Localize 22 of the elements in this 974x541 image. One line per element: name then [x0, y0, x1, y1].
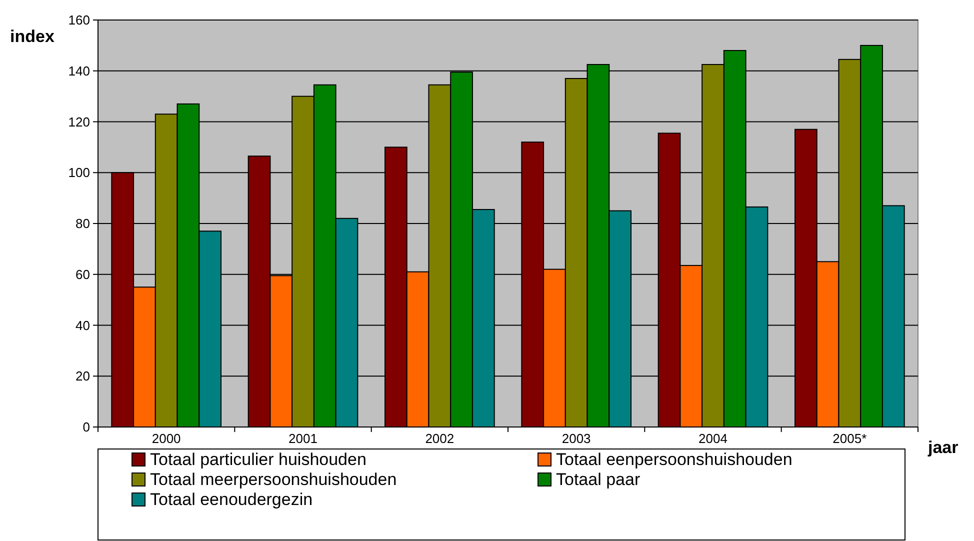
legend-label: Totaal eenoudergezin [150, 490, 313, 509]
y-tick-label: 140 [68, 63, 90, 78]
y-tick-label: 20 [76, 368, 90, 384]
x-axis-title: jaar [927, 438, 959, 457]
x-tick-label: 2005* [832, 431, 867, 446]
y-tick-label: 100 [68, 165, 90, 180]
legend-label: Totaal paar [556, 470, 640, 489]
legend-label: Totaal eenpersoonshuishouden [556, 450, 792, 469]
legend-label: Totaal meerpersoonshuishouden [150, 470, 397, 489]
y-tick-label: 0 [82, 420, 90, 435]
x-tick-label: 2004 [698, 431, 728, 446]
legend-label: Totaal particulier huishouden [150, 450, 366, 469]
y-tick-label: 120 [68, 114, 90, 130]
y-axis-title: index [10, 27, 55, 46]
y-tick-label: 60 [76, 266, 90, 282]
x-tick-label: 2001 [288, 431, 318, 446]
x-tick-label: 2002 [425, 431, 454, 446]
x-tick-label: 2003 [562, 431, 591, 446]
y-tick-label: 80 [76, 216, 90, 232]
y-tick-label: 160 [68, 12, 90, 28]
x-tick-label: 2000 [152, 431, 181, 446]
y-tick-label: 40 [76, 318, 90, 333]
